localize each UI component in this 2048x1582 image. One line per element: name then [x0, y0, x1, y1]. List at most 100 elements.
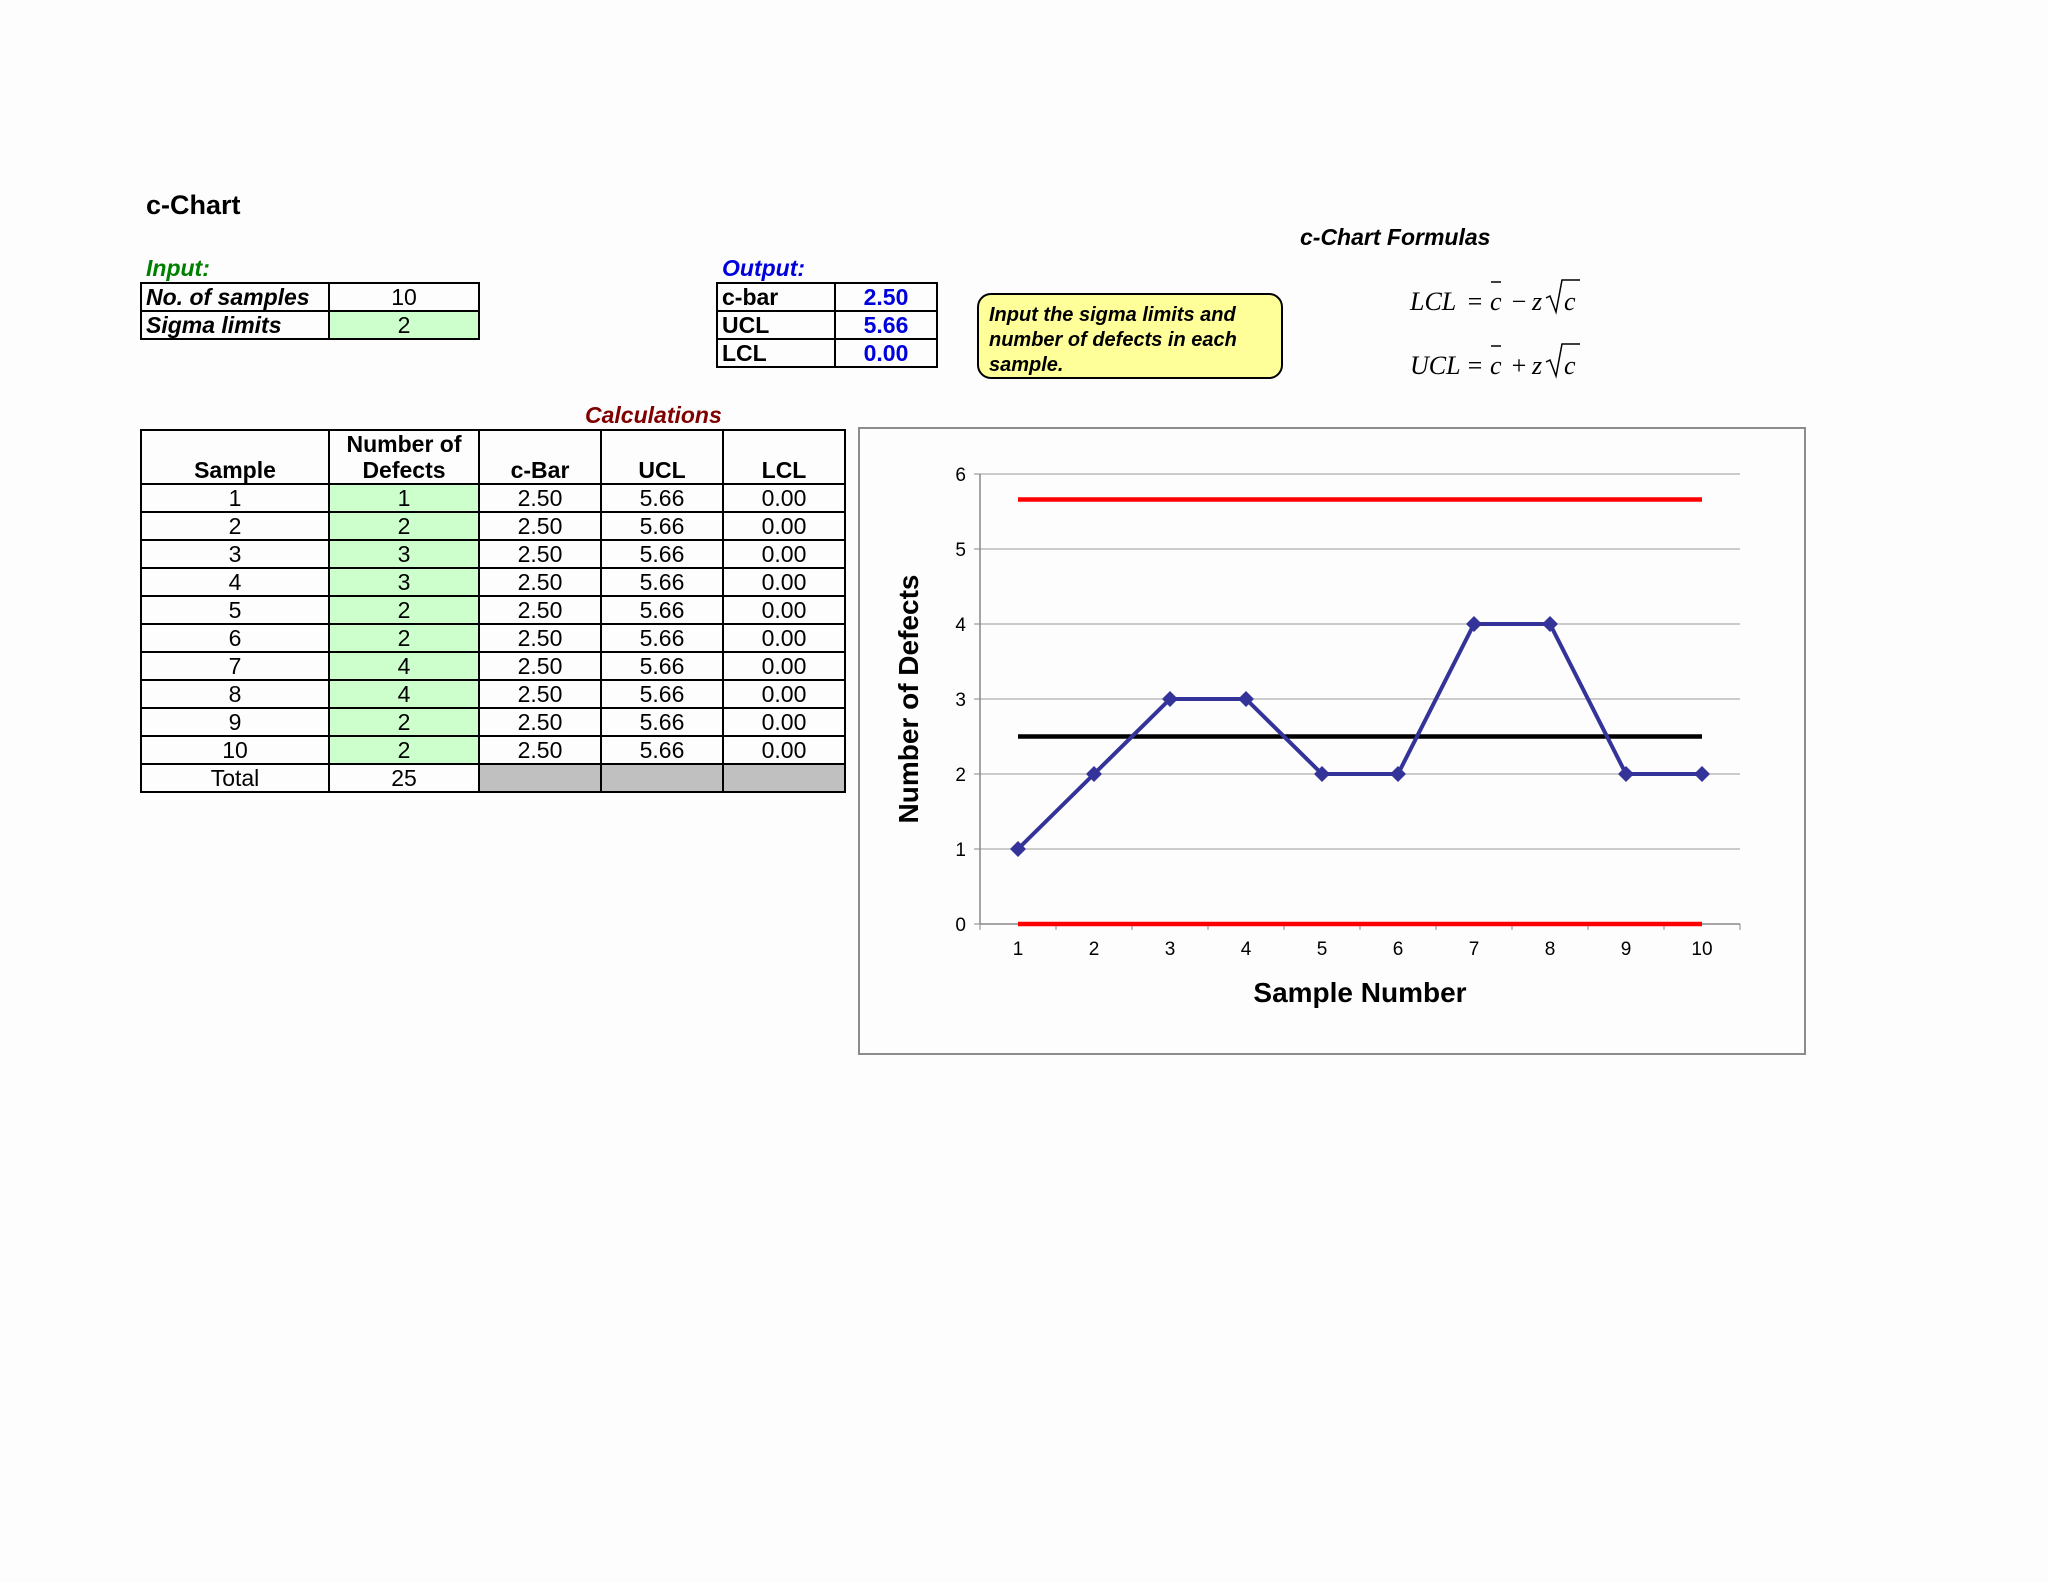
y-axis-title: Number of Defects	[893, 575, 924, 824]
ucl-formula-lhs: UCL	[1410, 351, 1461, 380]
calc-lcl-cell: 0.00	[722, 483, 846, 513]
x-tick-label: 2	[1089, 939, 1100, 960]
calc-cbar-cell: 2.50	[478, 567, 602, 597]
ucl-formula-c2: c	[1564, 351, 1576, 380]
calc-defects-cell[interactable]: 3	[328, 567, 480, 597]
output-lcl-value: 0.00	[834, 338, 938, 368]
calc-row: 3 3 2.50 5.66 0.00	[140, 539, 846, 569]
output-row-lcl: LCL 0.00	[716, 338, 938, 368]
lcl-formula-c: c	[1490, 287, 1502, 316]
calc-defects-cell[interactable]: 4	[328, 651, 480, 681]
output-label: Output:	[722, 255, 806, 281]
calc-defects-cell[interactable]: 2	[328, 595, 480, 625]
y-tick-label: 4	[955, 615, 966, 636]
output-row-ucl: UCL 5.66	[716, 310, 938, 340]
input-row-samples: No. of samples 10	[140, 282, 480, 312]
input-sigma-value[interactable]: 2	[328, 310, 480, 340]
calc-sample-cell: 10	[140, 735, 330, 765]
lcl-formula-lhs: LCL	[1409, 287, 1456, 316]
input-row-sigma: Sigma limits 2	[140, 310, 480, 340]
calc-lcl-cell: 0.00	[722, 511, 846, 541]
calc-defects-cell[interactable]: 2	[328, 623, 480, 653]
defects-data-point	[1086, 766, 1102, 782]
ucl-formula-eq: =	[1466, 351, 1484, 380]
calc-ucl-cell: 5.66	[600, 651, 724, 681]
formulas-graphic: LCL = c − z c UCL = c + z c	[1409, 279, 1580, 380]
calc-header-defects: Number of Defects	[328, 429, 480, 485]
calc-row: 1 1 2.50 5.66 0.00	[140, 483, 846, 513]
calc-total-label: Total	[140, 763, 330, 793]
calc-lcl-cell: 0.00	[722, 735, 846, 765]
calc-row: 4 3 2.50 5.66 0.00	[140, 567, 846, 597]
defects-data-point	[1010, 841, 1026, 857]
calc-cbar-cell: 2.50	[478, 511, 602, 541]
y-tick-label: 6	[955, 465, 966, 486]
ucl-formula-plus: +	[1510, 351, 1528, 380]
x-axis-title: Sample Number	[1253, 977, 1466, 1008]
lcl-sqrt-sign	[1545, 279, 1580, 315]
defects-data-point	[1694, 766, 1710, 782]
calc-sample-cell: 2	[140, 511, 330, 541]
calc-header-sample: Sample	[140, 429, 330, 485]
calc-defects-cell[interactable]: 3	[328, 539, 480, 569]
x-tick-label: 1	[1013, 939, 1024, 960]
calc-cbar-cell: 2.50	[478, 679, 602, 709]
output-cbar-value: 2.50	[834, 282, 938, 312]
calc-sample-cell: 5	[140, 595, 330, 625]
input-label: Input:	[146, 255, 210, 281]
page-title: c-Chart	[146, 190, 241, 220]
calc-ucl-cell: 5.66	[600, 679, 724, 709]
calculations-table: Sample Number of Defects c-Bar UCL LCL 1…	[140, 429, 846, 793]
calc-header-ucl: UCL	[600, 429, 724, 485]
calc-header-cbar: c-Bar	[478, 429, 602, 485]
calc-cbar-cell: 2.50	[478, 623, 602, 653]
x-tick-label: 4	[1241, 939, 1252, 960]
ucl-sqrt-sign	[1545, 343, 1580, 379]
y-tick-label: 1	[955, 840, 966, 861]
formulas-title: c-Chart Formulas	[1300, 224, 1491, 250]
defects-data-point	[1162, 691, 1178, 707]
instruction-note: Input the sigma limits and number of def…	[977, 293, 1283, 379]
defects-data-point	[1390, 766, 1406, 782]
lcl-formula-minus: −	[1510, 287, 1528, 316]
calc-lcl-cell: 0.00	[722, 567, 846, 597]
x-tick-label: 6	[1393, 939, 1404, 960]
control-chart: 0 1 2 3 4 5 6 1 2 3 4 5 6 7 8 9 10 Sample Number Number of…	[893, 465, 1741, 1008]
calc-cbar-cell: 2.50	[478, 707, 602, 737]
defects-data-point	[1466, 616, 1482, 632]
calc-sample-cell: 9	[140, 707, 330, 737]
x-tick-label: 9	[1621, 939, 1632, 960]
lcl-formula-c2: c	[1564, 287, 1576, 316]
calc-defects-cell[interactable]: 2	[328, 735, 480, 765]
calc-defects-cell[interactable]: 2	[328, 707, 480, 737]
y-tick-label: 3	[955, 690, 966, 711]
calc-ucl-cell: 5.66	[600, 511, 724, 541]
calc-lcl-cell: 0.00	[722, 623, 846, 653]
y-tick-label: 0	[955, 915, 966, 936]
calc-cbar-cell: 2.50	[478, 651, 602, 681]
lcl-formula-eq: =	[1466, 287, 1484, 316]
calc-total-blank	[722, 763, 846, 793]
calc-total-blank	[478, 763, 602, 793]
x-tick-label: 5	[1317, 939, 1328, 960]
calc-defects-cell[interactable]: 2	[328, 511, 480, 541]
calc-defects-cell[interactable]: 1	[328, 483, 480, 513]
calc-sample-cell: 4	[140, 567, 330, 597]
calc-sample-cell: 3	[140, 539, 330, 569]
calc-total-row: Total 25	[140, 763, 846, 793]
x-tick-label: 7	[1469, 939, 1480, 960]
calc-ucl-cell: 5.66	[600, 623, 724, 653]
input-samples-value[interactable]: 10	[328, 282, 480, 312]
output-table: c-bar 2.50 UCL 5.66 LCL 0.00	[716, 282, 938, 368]
x-tick-label: 8	[1545, 939, 1556, 960]
calc-row: 9 2 2.50 5.66 0.00	[140, 707, 846, 737]
calc-cbar-cell: 2.50	[478, 539, 602, 569]
calc-row: 2 2 2.50 5.66 0.00	[140, 511, 846, 541]
calc-cbar-cell: 2.50	[478, 483, 602, 513]
calc-defects-cell[interactable]: 4	[328, 679, 480, 709]
defects-data-point	[1238, 691, 1254, 707]
calc-row: 10 2 2.50 5.66 0.00	[140, 735, 846, 765]
calculations-title: Calculations	[585, 402, 722, 428]
output-ucl-value: 5.66	[834, 310, 938, 340]
calc-ucl-cell: 5.66	[600, 707, 724, 737]
